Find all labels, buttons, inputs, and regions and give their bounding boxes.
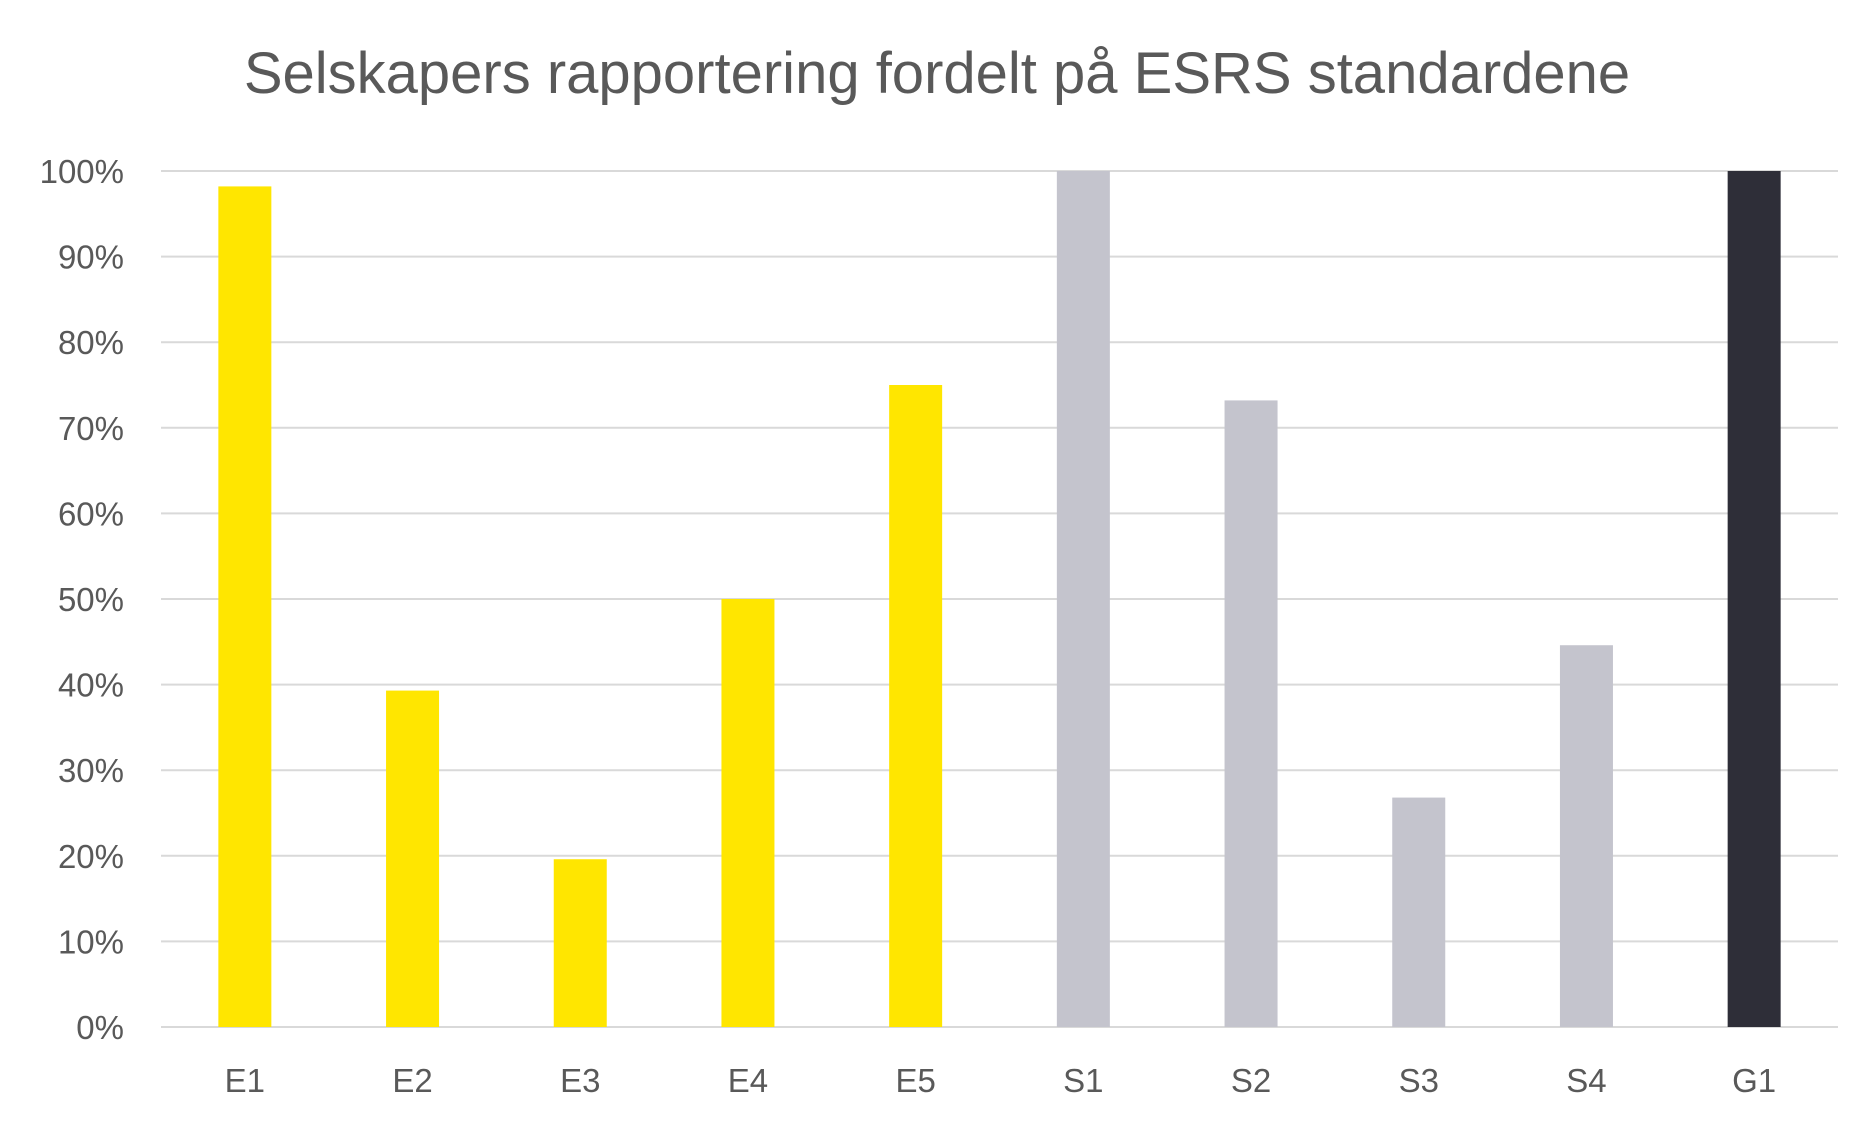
x-tick-label: S1 — [1063, 1062, 1103, 1099]
y-tick-label: 90% — [58, 239, 124, 276]
y-tick-label: 100% — [40, 153, 124, 190]
bar-e1 — [218, 186, 272, 1027]
x-tick-label: S3 — [1399, 1062, 1439, 1099]
bar-s1 — [1056, 171, 1110, 1027]
chart-title: Selskapers rapportering fordelt på ESRS … — [243, 41, 1631, 106]
x-axis-tick-labels: E1 E2 E3 E4 E5 S1 S2 S3 S4 G1 — [225, 1062, 1777, 1099]
bars — [218, 171, 1781, 1028]
y-tick-label: 80% — [58, 324, 124, 361]
y-tick-label: 0% — [76, 1009, 124, 1046]
x-tick-label: S4 — [1566, 1062, 1606, 1099]
bar-e3 — [553, 859, 607, 1027]
bar-e5 — [889, 385, 943, 1027]
y-tick-label: 20% — [58, 838, 124, 875]
bar-e2 — [386, 690, 440, 1027]
x-tick-label: S2 — [1231, 1062, 1271, 1099]
y-tick-label: 30% — [58, 752, 124, 789]
x-tick-label: E4 — [728, 1062, 768, 1099]
x-tick-label: E3 — [560, 1062, 600, 1099]
bar-s3 — [1392, 797, 1446, 1027]
x-tick-label: E1 — [225, 1062, 265, 1099]
x-tick-label: G1 — [1732, 1062, 1776, 1099]
bar-s4 — [1559, 645, 1613, 1027]
y-tick-label: 50% — [58, 581, 124, 618]
y-tick-label: 40% — [58, 667, 124, 704]
bar-g1 — [1727, 171, 1781, 1027]
y-axis-tick-labels: 0% 10% 20% 30% 40% 50% 60% 70% 80% 90% 100% — [40, 153, 124, 1046]
y-tick-label: 70% — [58, 410, 124, 447]
y-tick-label: 60% — [58, 495, 124, 532]
bar-e4 — [721, 599, 775, 1027]
x-tick-label: E2 — [392, 1062, 432, 1099]
bar-s2 — [1224, 400, 1278, 1028]
y-tick-label: 10% — [58, 923, 124, 960]
x-tick-label: E5 — [895, 1062, 935, 1099]
gridlines — [161, 170, 1838, 1028]
